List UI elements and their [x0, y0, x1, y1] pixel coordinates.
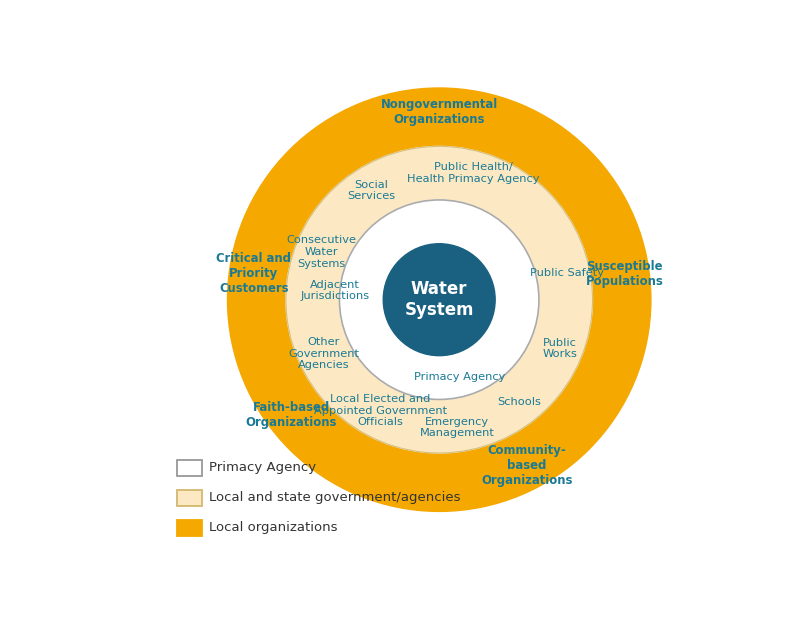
Text: Faith-based
Organizations: Faith-based Organizations [246, 401, 338, 429]
Circle shape [227, 88, 651, 511]
Circle shape [286, 147, 593, 453]
Text: Water
System: Water System [405, 281, 474, 319]
Text: Community-
based
Organizations: Community- based Organizations [482, 444, 573, 487]
Text: Local organizations: Local organizations [209, 521, 338, 535]
Bar [178, 520, 202, 536]
Text: Adjacent
Jurisdictions: Adjacent Jurisdictions [301, 280, 370, 301]
Text: Social
Services: Social Services [346, 179, 395, 201]
Text: Other
Government
Agencies: Other Government Agencies [288, 337, 359, 370]
Text: Susceptible
Populations: Susceptible Populations [586, 260, 664, 288]
Text: Public
Works: Public Works [542, 337, 578, 360]
Text: Local Elected and
Appointed Government
Officials: Local Elected and Appointed Government O… [314, 394, 447, 427]
Circle shape [383, 244, 495, 356]
Bar [178, 459, 202, 476]
Text: Public Health/
Health Primacy Agency: Public Health/ Health Primacy Agency [407, 162, 539, 183]
Text: Primacy Agency: Primacy Agency [414, 372, 506, 382]
Text: Nongovernmental
Organizations: Nongovernmental Organizations [381, 99, 498, 126]
Text: Local and state government/agencies: Local and state government/agencies [209, 491, 461, 504]
Text: Critical and
Priority
Customers: Critical and Priority Customers [216, 252, 291, 295]
Text: Emergency
Management: Emergency Management [420, 416, 494, 438]
Text: Public Safety: Public Safety [530, 267, 604, 277]
Bar [178, 490, 202, 506]
Text: Schools: Schools [498, 398, 542, 408]
Circle shape [339, 200, 539, 399]
Text: Primacy Agency: Primacy Agency [209, 461, 316, 474]
Text: Consecutive
Water
Systems: Consecutive Water Systems [286, 235, 356, 269]
